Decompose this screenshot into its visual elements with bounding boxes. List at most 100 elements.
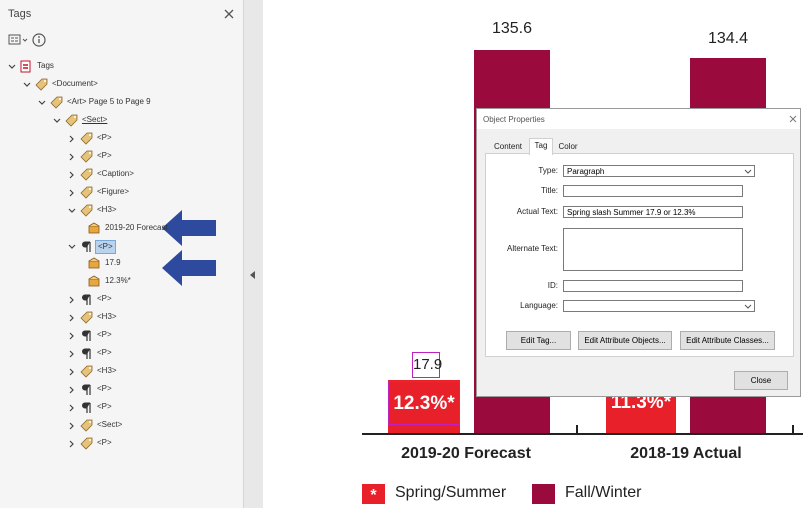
tree-expander[interactable] bbox=[68, 207, 76, 215]
tree-expander[interactable] bbox=[68, 332, 76, 340]
annotation-arrows bbox=[162, 210, 216, 286]
tree-expander[interactable] bbox=[68, 422, 76, 430]
tree-expander[interactable] bbox=[23, 81, 31, 89]
tree-label[interactable]: <P> bbox=[97, 437, 112, 447]
legend-label: Spring/Summer bbox=[395, 484, 507, 501]
dialog-close[interactable] bbox=[789, 115, 797, 123]
dialog-title: Object Properties bbox=[483, 115, 545, 124]
tree-label[interactable]: <P> bbox=[97, 384, 112, 394]
tags-panel: Tags Tags <Document> <Art> Page 5 to Page … bbox=[0, 0, 243, 508]
tree-icon bbox=[50, 96, 63, 109]
button[interactable]: Edit Attribute Objects... bbox=[578, 331, 672, 350]
tree-label[interactable]: <P> bbox=[95, 239, 116, 254]
tree-icon bbox=[80, 132, 93, 145]
tab[interactable]: Tag bbox=[529, 138, 553, 155]
tree-expander[interactable] bbox=[68, 314, 76, 322]
tree-label[interactable]: Tags bbox=[37, 61, 54, 70]
collapse-handle[interactable] bbox=[250, 271, 256, 279]
tree-label[interactable]: <Sect> bbox=[97, 420, 123, 429]
close-panel[interactable] bbox=[224, 9, 234, 19]
category-label: 2018-19 Actual bbox=[630, 445, 742, 462]
field-label: Actual Text: bbox=[516, 207, 558, 216]
value-label: 135.6 bbox=[491, 20, 533, 37]
tree-label[interactable]: <Caption> bbox=[97, 168, 134, 178]
field-value: Paragraph bbox=[567, 167, 605, 176]
tree-label[interactable]: <Sect> bbox=[82, 114, 108, 124]
dropdown[interactable] bbox=[563, 300, 755, 312]
tree-icon bbox=[82, 348, 91, 360]
field-label: Type: bbox=[538, 166, 558, 175]
tree-label[interactable]: 12.3%* bbox=[105, 276, 131, 286]
tree-label[interactable]: <P> bbox=[97, 150, 112, 160]
tree-icon bbox=[20, 60, 31, 73]
tree-label[interactable]: <Art> Page 5 to Page 9 bbox=[67, 96, 151, 106]
tree-icon bbox=[82, 384, 91, 396]
tree-expander[interactable] bbox=[68, 350, 76, 358]
legend: * Spring/Summer Fall/Winter bbox=[362, 484, 803, 506]
tree-expander[interactable] bbox=[68, 404, 76, 412]
tree-label[interactable]: 17.9 bbox=[105, 258, 121, 268]
panel-toolbar[interactable] bbox=[8, 32, 68, 48]
tree-expander[interactable] bbox=[68, 135, 76, 143]
axis-tick bbox=[576, 425, 578, 434]
tree-expander[interactable] bbox=[68, 386, 76, 394]
tree-icon bbox=[80, 150, 93, 163]
tree-expander[interactable] bbox=[53, 117, 61, 125]
tree-label[interactable]: <Document> bbox=[52, 78, 98, 88]
tree-expander[interactable] bbox=[38, 99, 46, 107]
tree-expander[interactable] bbox=[68, 171, 76, 179]
category-label: 2019-20 Forecast bbox=[401, 445, 531, 462]
tree-expander[interactable] bbox=[68, 368, 76, 376]
tree-label[interactable]: 2019-20 Forecast bbox=[105, 222, 168, 232]
close-button[interactable]: Close bbox=[734, 371, 788, 390]
field-label: Alternate Text: bbox=[507, 244, 558, 253]
tree-label[interactable]: <H3> bbox=[97, 312, 117, 322]
button[interactable]: Edit Attribute Classes... bbox=[680, 331, 775, 350]
tree-label[interactable]: <P> bbox=[97, 402, 112, 412]
splitter[interactable] bbox=[243, 0, 263, 508]
text-input[interactable] bbox=[563, 280, 743, 292]
tree-icon bbox=[82, 241, 91, 252]
legend-swatch: * bbox=[362, 484, 385, 504]
tree-expander[interactable] bbox=[68, 243, 76, 251]
text-input[interactable]: Spring slash Summer 17.9 or 12.3% bbox=[563, 206, 743, 218]
tree-expander[interactable] bbox=[68, 440, 76, 448]
button[interactable]: Edit Tag... bbox=[506, 331, 571, 350]
tree-icon bbox=[80, 437, 93, 450]
tab[interactable]: Content bbox=[493, 142, 523, 151]
legend-swatch bbox=[532, 484, 555, 504]
axis-tick bbox=[792, 425, 794, 434]
tree-expander[interactable] bbox=[8, 63, 16, 71]
value-label: 134.4 bbox=[707, 30, 749, 47]
tree-label[interactable]: <P> bbox=[97, 330, 112, 340]
tree-label[interactable]: <Figure> bbox=[97, 186, 130, 196]
tree-label[interactable]: <H3> bbox=[97, 366, 117, 376]
tree-icon bbox=[35, 78, 48, 91]
panel-title: Tags bbox=[8, 8, 32, 20]
tree-expander[interactable] bbox=[68, 189, 76, 197]
field-label: Language: bbox=[520, 301, 558, 310]
tree-icon bbox=[65, 114, 78, 127]
tree-icon bbox=[80, 204, 93, 217]
tree-icon bbox=[80, 365, 93, 378]
tree-label[interactable]: <P> bbox=[97, 132, 112, 142]
tree-label[interactable]: <H3> bbox=[97, 204, 117, 214]
field-label: Title: bbox=[540, 186, 558, 195]
tree-label[interactable]: <P> bbox=[97, 294, 112, 304]
tree-label[interactable]: <P> bbox=[97, 348, 112, 358]
text-input[interactable] bbox=[563, 185, 743, 197]
tree-icon bbox=[88, 222, 100, 233]
tree-icon bbox=[82, 330, 91, 342]
tab[interactable]: Color bbox=[558, 142, 578, 151]
tree-icon bbox=[80, 311, 93, 324]
dropdown-arrow bbox=[744, 304, 752, 309]
tree-expander[interactable] bbox=[68, 153, 76, 161]
spring-label: 11.3%* bbox=[610, 392, 672, 413]
tree-icon bbox=[80, 186, 93, 199]
tree-expander[interactable] bbox=[68, 296, 76, 304]
legend-label: Fall/Winter bbox=[565, 484, 642, 501]
highlighted-label: 17.9 bbox=[412, 352, 442, 378]
dropdown[interactable]: Paragraph bbox=[563, 165, 755, 177]
text-area[interactable] bbox=[563, 228, 743, 271]
